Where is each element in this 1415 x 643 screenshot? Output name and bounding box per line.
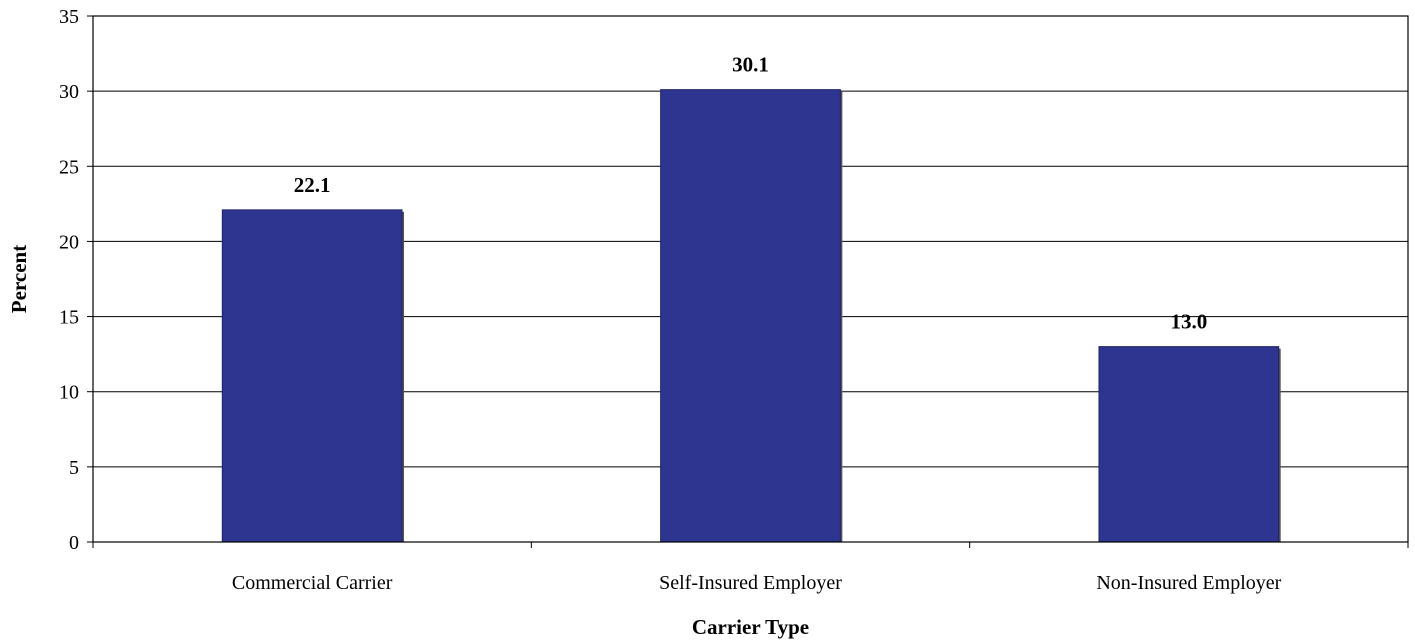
category-label: Non-Insured Employer [1096,572,1281,594]
data-label: 30.1 [732,53,769,77]
category-label: Self-Insured Employer [659,572,842,594]
data-labels: 22.1 30.1 13.0 [294,53,1207,334]
axes [87,15,1409,548]
plot-border [92,15,1409,543]
category-label: Commercial Carrier [232,572,393,594]
bar [221,209,403,543]
y-tick-label: 20 [59,231,79,253]
y-tick-label: 5 [69,457,79,479]
data-label: 13.0 [1170,310,1207,334]
y-axis-title: Percent [7,245,31,313]
x-axis-title: Carrier Type [692,615,809,639]
y-tick-label: 15 [59,307,79,329]
bars [221,89,1281,543]
category-labels: Commercial Carrier Self-Insured Employer N… [232,572,1282,594]
bar [660,89,841,543]
bar [1098,346,1280,543]
y-tick-label: 25 [59,156,79,178]
data-label: 22.1 [294,173,331,197]
y-tick-label: 35 [59,6,79,28]
y-tick-label: 0 [69,532,79,554]
y-tick-labels: 0 5 10 15 20 25 30 35 [59,6,79,554]
y-tick-label: 30 [59,81,79,103]
y-tick-label: 10 [59,382,79,404]
